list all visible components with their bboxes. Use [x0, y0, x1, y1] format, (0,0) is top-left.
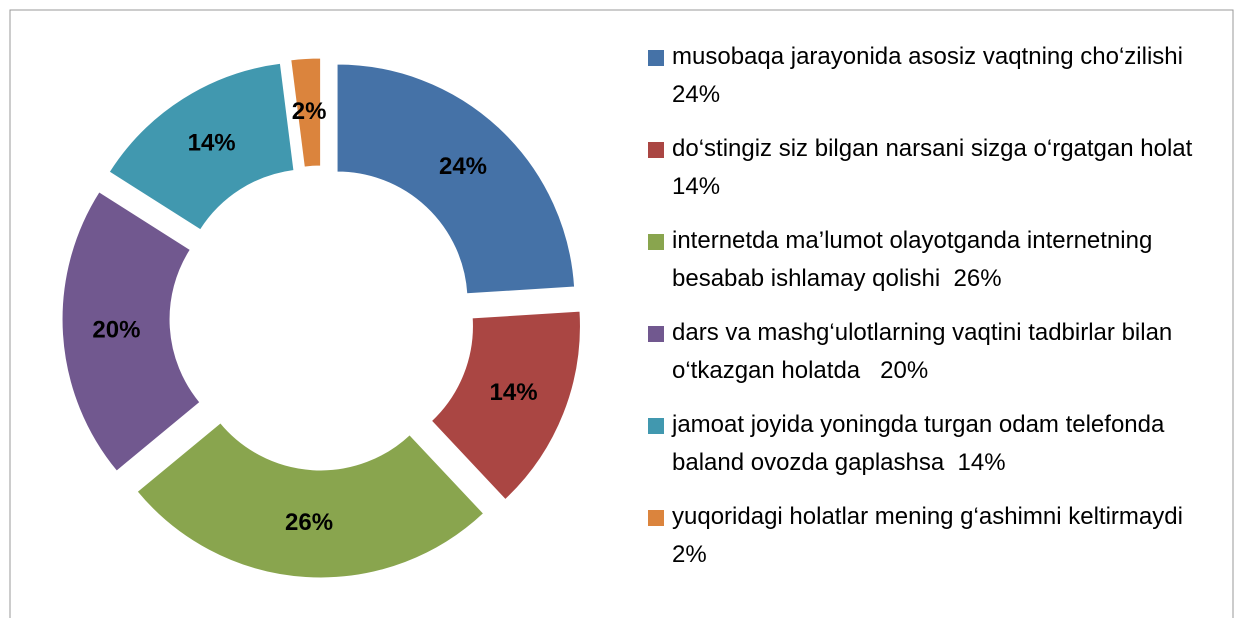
legend-swatch [648, 326, 664, 342]
donut-segment [290, 57, 322, 168]
legend: musobaqa jarayonida asosiz vaqtning cho‘… [648, 38, 1228, 574]
legend-label: yuqoridagi holatlar mening g‘ashimni kel… [672, 503, 1203, 568]
data-label: 20% [92, 316, 140, 343]
donut-segment [336, 63, 576, 295]
legend-swatch [648, 50, 664, 66]
legend-item: yuqoridagi holatlar mening g‘ashimni kel… [648, 498, 1228, 574]
donut-segment [430, 310, 581, 501]
legend-item: internetda ma’lumot olayotganda internet… [648, 222, 1228, 298]
donut-segment [61, 191, 201, 472]
legend-label: musobaqa jarayonida asosiz vaqtning cho‘… [672, 43, 1197, 108]
legend-swatch [648, 418, 664, 434]
legend-item: musobaqa jarayonida asosiz vaqtning cho‘… [648, 38, 1228, 114]
legend-item: do‘stingiz siz bilgan narsani sizga o‘rg… [648, 130, 1228, 206]
data-label: 14% [490, 379, 538, 406]
legend-swatch [648, 510, 664, 526]
donut-segment [108, 62, 295, 231]
data-label: 2% [292, 98, 327, 125]
data-label: 24% [439, 153, 487, 180]
legend-swatch [648, 142, 664, 158]
legend-swatch [648, 234, 664, 250]
donut-segment [136, 422, 485, 579]
frame [9, 9, 1234, 618]
legend-label: dars va mashg‘ulotlarning vaqtini tadbir… [672, 319, 1179, 384]
data-label: 14% [188, 129, 236, 156]
legend-label: jamoat joyida yoningda turgan odam telef… [672, 411, 1172, 476]
legend-label: internetda ma’lumot olayotganda internet… [672, 227, 1159, 292]
legend-item: dars va mashg‘ulotlarning vaqtini tadbir… [648, 314, 1228, 390]
data-label: 26% [285, 509, 333, 536]
legend-item: jamoat joyida yoningda turgan odam telef… [648, 406, 1228, 482]
legend-label: do‘stingiz siz bilgan narsani sizga o‘rg… [672, 135, 1206, 200]
